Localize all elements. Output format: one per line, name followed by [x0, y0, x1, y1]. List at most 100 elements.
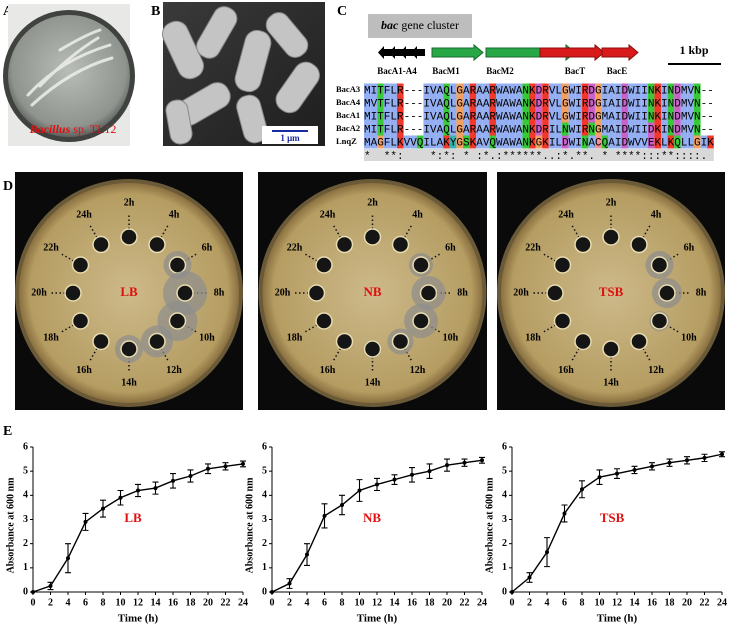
x-tick-label: 12 [372, 597, 382, 608]
time-label: 8h [696, 287, 707, 298]
y-tick-label: 3 [262, 514, 267, 525]
data-point [667, 460, 672, 465]
data-point [270, 590, 274, 594]
time-label: 22h [525, 242, 541, 253]
residue-shade [581, 122, 589, 136]
residue-shade [430, 96, 437, 110]
residue-shade [601, 83, 609, 97]
residue-shade [621, 83, 628, 97]
y-tick-label: 3 [502, 514, 507, 525]
gene-arrow [431, 43, 484, 62]
well [553, 312, 572, 330]
residue-shade [456, 135, 463, 149]
residue-shade [529, 96, 536, 110]
streak [58, 28, 102, 52]
data-point [720, 452, 724, 457]
residue-shade [667, 109, 675, 123]
residue-shade [687, 122, 694, 136]
data-point [206, 466, 210, 471]
residue-shade [614, 135, 622, 149]
y-tick-label: 2 [262, 538, 267, 549]
chart-annotation: NB [363, 510, 381, 525]
residue-shade [588, 135, 595, 149]
well [630, 235, 648, 254]
gene-arrow [601, 43, 639, 62]
residue-shade [463, 122, 470, 136]
y-tick-label: 1 [23, 562, 28, 573]
residue-shade [509, 83, 516, 97]
residue-shade [588, 122, 595, 136]
residue-shade [555, 109, 562, 123]
y-tick-label: 4 [502, 490, 507, 501]
data-point [445, 463, 449, 468]
rod [275, 61, 320, 114]
residue-shade [370, 122, 378, 136]
residue-shade [515, 109, 523, 123]
residue-shade [647, 83, 655, 97]
residue-shade [535, 122, 543, 136]
residue-shade [443, 109, 450, 123]
well [650, 312, 669, 330]
residue-shade [674, 83, 681, 97]
residue-shade [575, 135, 582, 149]
data-point [375, 482, 379, 487]
well [307, 284, 326, 302]
x-tick-label: 8 [101, 597, 106, 608]
x-tick-label: 12 [133, 597, 143, 608]
residue-shade [423, 83, 430, 97]
residue-shade [687, 96, 694, 110]
residue-shade [489, 83, 496, 97]
x-tick-label: 14 [630, 597, 640, 608]
x-tick-label: 6 [562, 597, 567, 608]
y-axis-label: Absorbance at 600 nm [484, 477, 495, 574]
residue-shade [535, 83, 543, 97]
residue-shade [482, 96, 490, 110]
residue-shade [449, 122, 457, 136]
residue-shade [555, 135, 562, 149]
residue-shade [482, 83, 490, 97]
residue-shade [542, 96, 549, 110]
residue-shade [502, 122, 510, 136]
residue-shade [555, 96, 562, 110]
x-tick-label: 24 [717, 597, 727, 608]
residue-shade [641, 96, 648, 110]
caption-rest: sp. TL12 [73, 122, 116, 136]
residue-shade [383, 122, 391, 136]
well [363, 228, 382, 246]
residue-shade [377, 96, 384, 110]
time-label: 2h [367, 197, 378, 208]
data-point [101, 506, 105, 511]
residue-shade [430, 122, 437, 136]
data-point [510, 590, 514, 594]
sequence-name: BacA1 [336, 110, 360, 120]
gene-labels: BacA1-A4 BacM1 BacM2 BacT BacE [377, 66, 627, 76]
x-tick-label: 16 [647, 597, 657, 608]
x-tick-label: 4 [545, 597, 550, 608]
well [120, 340, 138, 358]
residue-shade [667, 96, 675, 110]
gene-label: BacM1 [432, 66, 460, 76]
well [650, 256, 669, 274]
residue-shade [377, 135, 384, 149]
residue-shade [694, 83, 701, 97]
time-label: 12h [648, 365, 664, 376]
residue-shade [456, 83, 463, 97]
residue-shade [515, 135, 523, 149]
residue-shade [568, 96, 576, 110]
plates: 2h 4h 6h 8h 10h 12h 14h 16h 18h 20h 22h 24h LB 2h 4h 6h… [15, 172, 725, 410]
residue-shade [476, 83, 483, 97]
residue-shade [383, 83, 391, 97]
residue-shade [581, 109, 589, 123]
time-label: 16h [558, 365, 574, 376]
x-tick-label: 4 [66, 597, 71, 608]
x-tick-label: 22 [221, 597, 231, 608]
residue-shade [403, 135, 411, 149]
x-tick-label: 10 [355, 597, 365, 608]
scale-label: 1 μm [280, 133, 300, 143]
residue-shade [555, 83, 562, 97]
residue-shade [509, 122, 516, 136]
sequence: MAGFLKVVQILAKYGSKAVQWAWANKGKILDWINACQAID… [364, 137, 714, 149]
residue-shade [687, 83, 694, 97]
residue-shade [496, 122, 503, 136]
